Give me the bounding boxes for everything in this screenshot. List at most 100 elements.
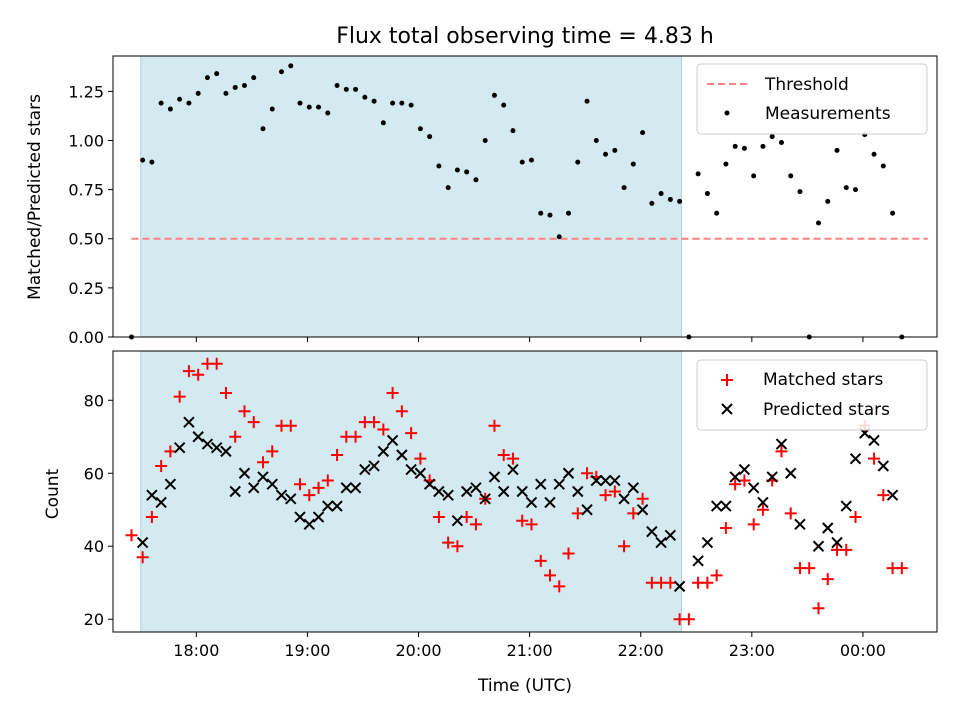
predicted-star-point: [164, 478, 177, 490]
matched-star-point: [331, 449, 344, 462]
measurements-legend-swatch: [724, 110, 730, 116]
matched-star-point: [469, 518, 482, 531]
measurement-point: [806, 334, 812, 340]
y-tick-label-bottom: 40: [84, 537, 104, 556]
measurement-point: [482, 137, 488, 143]
x-tick-label: 19:00: [284, 641, 330, 660]
y-tick-label-top: 1.00: [68, 131, 104, 150]
matched-star-point: [534, 554, 547, 567]
predicted-star-point: [886, 489, 899, 501]
measurement-point: [417, 126, 423, 132]
matched-star-point: [321, 474, 334, 487]
matched-star-point: [386, 386, 399, 399]
x-tick-label: 23:00: [729, 641, 775, 660]
measurement-point: [353, 86, 359, 92]
predicted-star-point: [275, 489, 288, 501]
predicted-star-point: [146, 489, 158, 501]
matched-star-point: [229, 430, 242, 443]
predicted-star-point: [729, 471, 741, 483]
measurement-point: [593, 137, 599, 143]
measurement-point: [566, 210, 572, 216]
bottom-panel: 20 40 60 80 18:00 19:00 20:00 21:00 22:00 23:00 00…: [43, 350, 938, 696]
matched-star-point: [294, 478, 307, 491]
predicted-star-point: [747, 482, 760, 494]
measurement-point: [677, 198, 683, 204]
x-tick-label: 21:00: [507, 641, 553, 660]
predicted-star-point: [868, 434, 880, 447]
measurement-point: [399, 100, 405, 106]
matched-star-point: [451, 540, 464, 553]
predicted-star-point: [368, 460, 380, 472]
predicted-star-point: [460, 485, 473, 498]
measurement-point: [232, 84, 238, 90]
measurement-point: [714, 210, 720, 216]
measurement-point: [297, 100, 303, 106]
measurement-point: [445, 185, 451, 191]
predicted-star-point: [562, 467, 575, 479]
measurement-point: [260, 126, 266, 132]
matched-star-point: [210, 357, 223, 370]
predicted-star-point: [201, 438, 214, 450]
predicted-star-point: [794, 518, 806, 531]
measurement-point: [223, 90, 229, 96]
matched-star-point: [303, 489, 316, 502]
predicted-star-point: [785, 467, 797, 479]
x-tick-label: 22:00: [618, 641, 664, 660]
measurement-point: [843, 185, 849, 191]
predicted-star-point: [590, 474, 602, 487]
measurement-point: [316, 104, 322, 110]
measurement-point: [825, 198, 831, 204]
top-legend: Threshold Measurements: [696, 63, 928, 135]
predicted-star-point: [599, 474, 612, 487]
measurement-point: [510, 128, 516, 134]
measurement-point: [704, 191, 710, 197]
matched-star-point: [247, 416, 260, 429]
matched-star-point: [432, 511, 445, 524]
predicted-star-point: [331, 500, 343, 512]
measurement-point: [723, 161, 729, 167]
top-plot-area: 0.00 0.25 0.50 0.75 1.00 1.25: [68, 55, 938, 347]
x-tick-label: 20:00: [395, 641, 441, 660]
measurement-point: [464, 169, 470, 175]
measurement-point: [436, 163, 442, 169]
matched-star-point: [192, 368, 205, 381]
top-panel: Flux total observing time = 4.83 h 0.000…: [25, 24, 938, 347]
legend-entry-predicted-stars: Predicted stars: [763, 400, 890, 420]
matched-star-point: [821, 573, 834, 586]
matched-star-point: [525, 518, 538, 531]
measurement-point: [621, 185, 627, 191]
predicted-star-point: [451, 514, 464, 527]
predicted-star-point: [285, 493, 297, 505]
matched-star-point: [414, 452, 427, 465]
predicted-star-point: [738, 463, 751, 476]
measurement-point: [649, 200, 655, 206]
predicted-star-point: [673, 580, 686, 593]
top-y-axis-label: Matched/Predicted stars: [25, 94, 45, 300]
measurement-point: [538, 210, 544, 216]
measurement-point: [899, 334, 905, 340]
predicted-star-point: [433, 485, 445, 498]
predicted-star-point: [183, 416, 195, 428]
predicted-star-point: [220, 445, 232, 458]
matched-star-point: [155, 459, 168, 472]
legend-entry-measurements: Measurements: [765, 104, 891, 124]
measurement-point: [880, 163, 886, 169]
predicted-stars-legend-swatch: [721, 403, 733, 415]
matched-star-point: [581, 467, 594, 480]
measurement-point: [890, 210, 896, 216]
matched-star-point: [682, 613, 695, 626]
predicted-star-point: [646, 525, 658, 538]
matched-star-point: [238, 405, 251, 418]
matched-star-point: [442, 536, 455, 549]
measurement-point: [195, 90, 201, 96]
measurement-point: [427, 134, 433, 140]
bottom-legend-box: [696, 359, 928, 431]
predicted-star-point: [516, 485, 528, 498]
measurement-point: [473, 177, 479, 183]
matched-star-point: [460, 511, 473, 524]
predicted-star-point: [710, 500, 723, 512]
bottom-y-axis-label: Count: [43, 468, 63, 519]
matched-star-point: [256, 456, 269, 469]
predicted-star-point: [238, 467, 251, 479]
